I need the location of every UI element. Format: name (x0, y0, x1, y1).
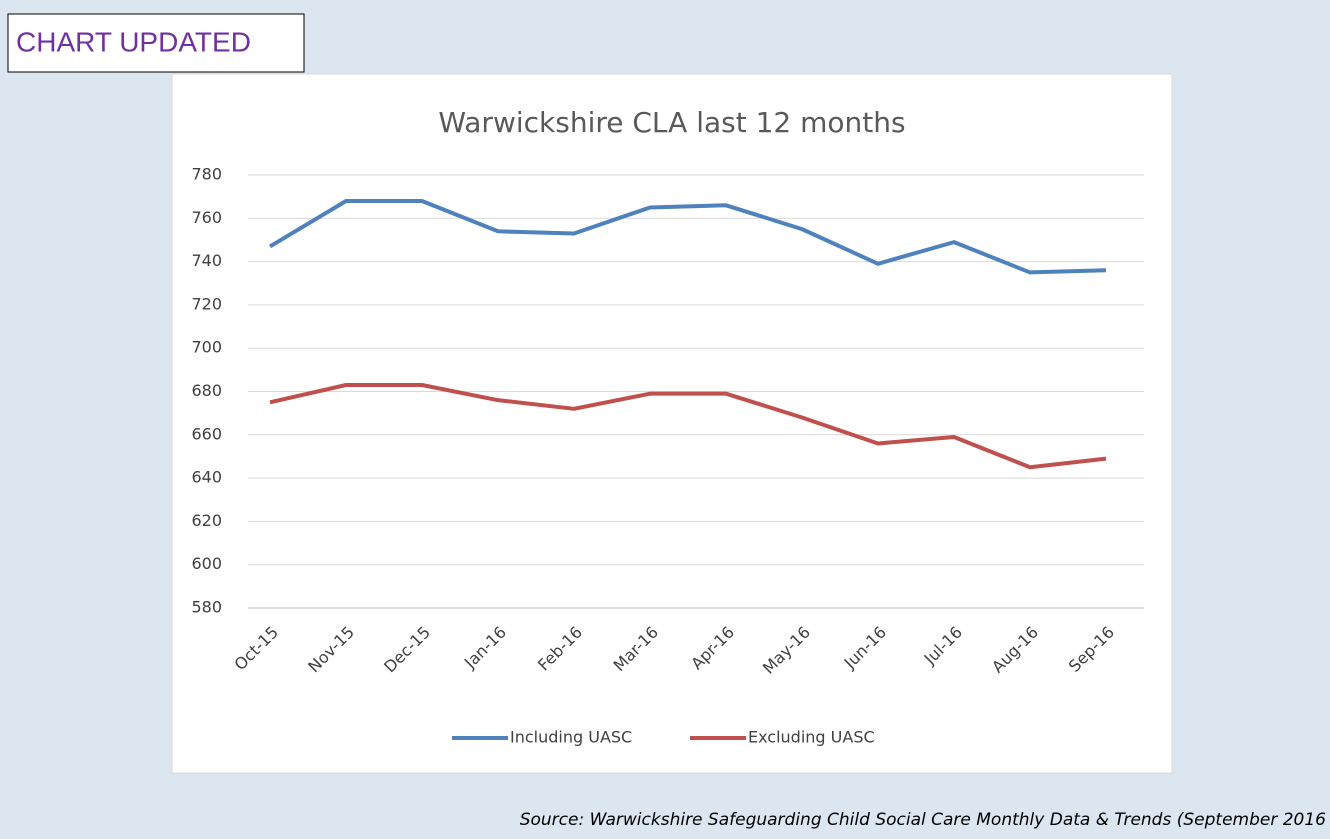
y-tick-label: 720 (191, 294, 222, 313)
y-tick-label: 580 (191, 598, 222, 617)
y-tick-label: 780 (191, 165, 222, 184)
y-tick-label: 640 (191, 468, 222, 487)
chart-title: Warwickshire CLA last 12 months (438, 106, 905, 139)
y-tick-label: 700 (191, 338, 222, 357)
y-tick-label: 660 (191, 424, 222, 443)
y-tick-label: 760 (191, 208, 222, 227)
chart-area (171, 73, 1173, 774)
y-tick-label: 680 (191, 381, 222, 400)
source: Source: Warwickshire Safeguarding Child … (520, 810, 1326, 830)
line-series (269, 383, 1107, 470)
legend-label: Excluding UASC (748, 728, 875, 747)
y-tick-label: 620 (191, 511, 222, 530)
banner-box (7, 13, 305, 73)
banner: CHART UPDATED (16, 26, 251, 57)
y-tick-label: 740 (191, 251, 222, 270)
y-tick-label: 600 (191, 554, 222, 573)
line-series (268, 198, 1107, 275)
legend-label: Including UASC (510, 728, 632, 747)
